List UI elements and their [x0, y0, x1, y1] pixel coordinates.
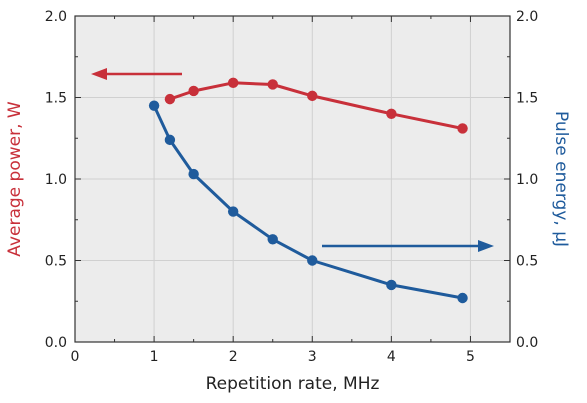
right-axis-title: Pulse energy, µJ [551, 111, 571, 247]
data-point-left [307, 90, 318, 102]
ticks: 0 1 2 3 4 5 0.0 0.5 1.0 1.5 2.0 0.0 0.5 1.0 1.5 2.0 [45, 9, 539, 365]
x-tick-label: 5 [466, 349, 475, 365]
y-right-tick-label: 2.0 [516, 9, 538, 25]
data-point-left [386, 108, 397, 120]
y-left-tick-label: 2.0 [45, 9, 67, 25]
y-right-tick-label: 1.5 [516, 91, 538, 107]
series [148, 77, 468, 304]
data-point-left [267, 79, 278, 90]
data-point-left [457, 123, 468, 134]
data-point-right [227, 206, 239, 217]
y-left-tick-label: 1.5 [45, 91, 67, 107]
data-point-left [188, 85, 199, 97]
x-tick-label: 1 [150, 349, 159, 365]
data-point-right [188, 168, 199, 180]
annotations [91, 68, 494, 252]
y-left-tick-label: 0.5 [45, 254, 67, 270]
data-point-left [227, 77, 239, 89]
data-point-right [148, 100, 160, 111]
data-point-right [307, 255, 318, 266]
x-tick-label: 0 [71, 349, 80, 365]
data-point-right [164, 134, 176, 146]
annotation-arrowhead-right [478, 240, 494, 252]
y-right-tick-label: 0.5 [516, 254, 538, 270]
x-tick-label: 4 [387, 349, 396, 365]
data-point-right [267, 234, 278, 245]
y-right-tick-label: 1.0 [516, 172, 538, 188]
x-tick-label: 2 [229, 349, 238, 365]
left-axis-title: Average power, W [5, 101, 25, 257]
grid [75, 16, 510, 342]
y-right-tick-label: 0.0 [516, 335, 538, 351]
x-axis-title: Repetition rate, MHz [206, 374, 380, 394]
x-tick-label: 3 [308, 349, 317, 365]
y-left-tick-label: 1.0 [45, 172, 67, 188]
data-point-right [386, 279, 397, 291]
y-left-tick-label: 0.0 [45, 335, 67, 351]
data-point-left [164, 93, 176, 105]
data-point-right [457, 292, 468, 304]
series-line-right [152, 105, 463, 300]
annotation-arrowhead-left [91, 68, 107, 80]
